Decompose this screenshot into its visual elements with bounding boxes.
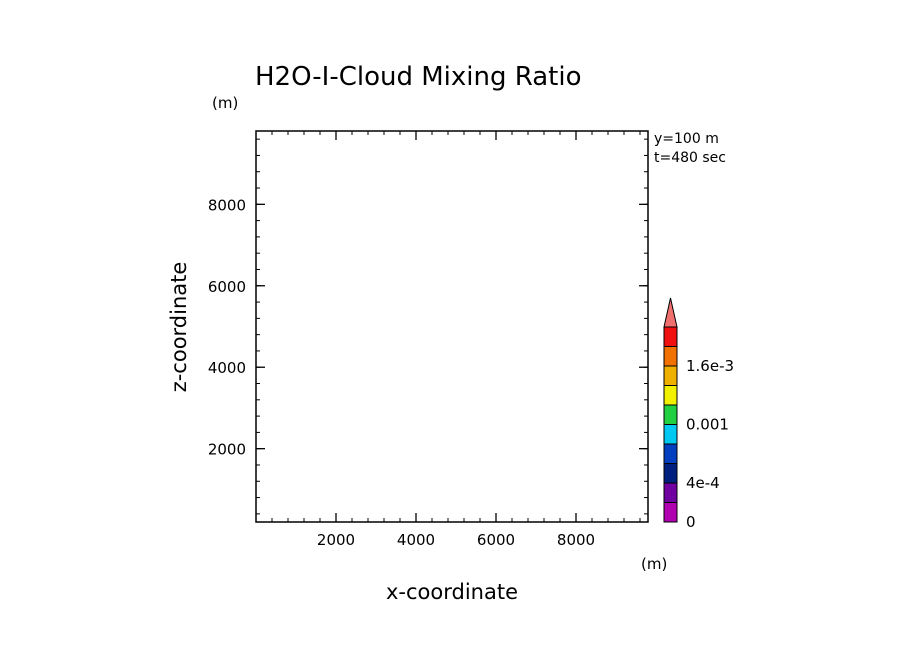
- x-axis-unit: (m): [641, 555, 667, 573]
- chart-title: H2O-I-Cloud Mixing Ratio: [255, 62, 582, 92]
- colorbar-label: 0.001: [686, 416, 729, 434]
- colorbar-swatch: [663, 365, 678, 386]
- colorbar-swatch: [663, 482, 678, 503]
- colorbar-swatch: [663, 502, 678, 523]
- colorbar-swatch: [663, 424, 678, 445]
- y-tick-label: 6000: [208, 278, 246, 296]
- y-tick-label: 2000: [208, 441, 246, 459]
- annotation-t: t=480 sec: [654, 150, 726, 166]
- colorbar-label: 0: [686, 513, 696, 531]
- colorbar: 0 4e-4 0.001 1.6e-3: [663, 297, 734, 531]
- colorbar-swatch: [663, 346, 678, 367]
- annotation-y: y=100 m: [654, 131, 719, 147]
- x-tick-label: 2000: [317, 531, 355, 549]
- y-axis-unit: (m): [212, 94, 238, 112]
- colorbar-swatch: [663, 404, 678, 425]
- x-tick-label: 4000: [397, 531, 435, 549]
- colorbar-swatch: [663, 326, 678, 347]
- x-tick-label: 6000: [477, 531, 515, 549]
- x-tick-label: 8000: [557, 531, 595, 549]
- y-tick-label: 8000: [208, 196, 246, 214]
- colorbar-swatch: [663, 463, 678, 484]
- y-tick-label: 4000: [208, 359, 246, 377]
- axis-ticks: 2000 4000 6000 8000 2000 4000 6000 8000: [208, 131, 648, 549]
- colorbar-label: 4e-4: [686, 474, 720, 492]
- x-axis-title: x-coordinate: [386, 580, 518, 604]
- colorbar-swatch: [663, 385, 678, 406]
- colorbar-swatch: [663, 443, 678, 464]
- colorbar-extend-arrow: [663, 297, 678, 328]
- plot-area: [255, 130, 649, 523]
- colorbar-label: 1.6e-3: [686, 357, 734, 375]
- y-axis-title: z-coordinate: [167, 262, 191, 393]
